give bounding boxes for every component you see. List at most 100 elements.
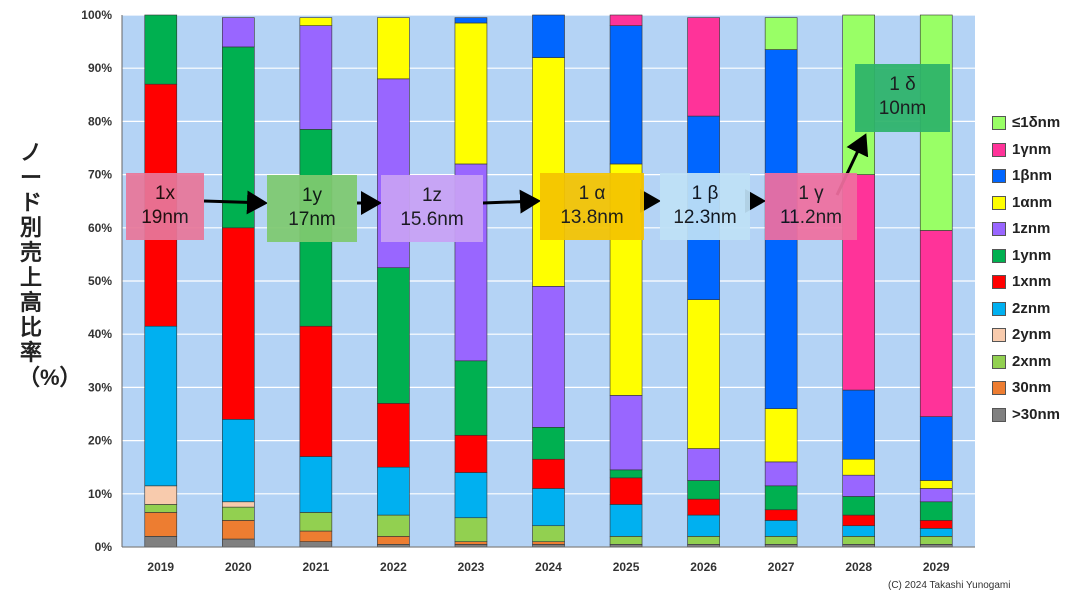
bar-segment (764, 520, 798, 537)
legend-label: 30nm (1012, 379, 1052, 396)
y-tick-label: 30% (88, 380, 112, 394)
bar-segment (377, 536, 410, 545)
node-size: 19nm (141, 207, 189, 228)
bar-segment (609, 477, 643, 505)
bar-segment (144, 485, 178, 505)
bar-segment (144, 504, 178, 513)
bar-segment (454, 517, 488, 542)
bar-segment (919, 480, 953, 489)
legend-label: >30nm (1012, 405, 1060, 423)
bar-segment (144, 536, 178, 548)
bar-segment (532, 541, 565, 545)
bar-segment (764, 408, 798, 463)
bar-segment (842, 496, 875, 516)
y-tick-label: 90% (88, 61, 112, 75)
node-box-1d: 1 δ 10nm (855, 64, 950, 132)
arrow (203, 190, 268, 215)
x-tick-label: 2026 (690, 560, 717, 574)
bar-segment (532, 14, 565, 58)
node-size: 17nm (288, 209, 336, 230)
x-tick-label: 2020 (225, 560, 252, 574)
bar-segment (919, 536, 953, 545)
node-box-1z: 1z 15.6nm (381, 175, 483, 242)
bar-segment (609, 25, 643, 165)
node-label: 1 γ (798, 183, 824, 204)
bar-segment (687, 498, 720, 516)
x-tick-label: 2028 (845, 560, 872, 574)
bar-segment (222, 419, 255, 503)
bar-segment (842, 389, 875, 460)
bar-segment (454, 541, 488, 545)
bar-segment (144, 325, 178, 487)
bar-segment (532, 525, 565, 542)
bar-segment (919, 488, 953, 503)
bar-segment (222, 17, 255, 48)
bar-segment (609, 14, 643, 26)
node-label: 1z (421, 185, 443, 206)
bar-segment (377, 514, 410, 537)
bar-segment (687, 299, 720, 449)
bar-segment (842, 536, 875, 545)
x-tick-label: 2027 (768, 560, 795, 574)
bar-segment (842, 514, 875, 527)
bar-segment (454, 472, 488, 519)
y-axis-label: ノード別売上高比率（%） (18, 140, 82, 390)
node-label: 1y (301, 185, 323, 206)
node-size: 11.2nm (780, 207, 842, 228)
bar-segment (687, 480, 720, 500)
bar-segment (299, 17, 333, 26)
node-size: 15.6nm (400, 209, 464, 230)
bar-segment (299, 325, 333, 457)
bar-segment (842, 525, 875, 537)
bar-segment (764, 461, 798, 487)
bar-segment (222, 506, 255, 521)
legend-swatch (992, 222, 1006, 236)
node-size: 10nm (878, 98, 927, 119)
bar-segment (764, 536, 798, 545)
legend-label: 1ynm (1012, 246, 1052, 264)
legend-label: 1znm (1012, 220, 1051, 237)
x-tick-label: 2021 (303, 560, 330, 574)
legend-label: 2ynm (1012, 326, 1052, 343)
bar-segment (222, 538, 255, 548)
copyright-text: (C) 2024 Takashi Yunogami (888, 580, 1011, 591)
y-tick-label: 0% (95, 540, 113, 554)
bar-segment (532, 488, 565, 527)
bar-segment (919, 520, 953, 529)
bar-segment (377, 267, 410, 404)
node-box-1y: 1y 17nm (267, 175, 357, 242)
legend-swatch (992, 381, 1006, 395)
node-label: 1 δ (889, 74, 916, 95)
bar-segment (687, 536, 720, 545)
bar-segment (222, 520, 255, 540)
bar-segment (299, 541, 333, 548)
node-size: 13.8nm (560, 207, 624, 228)
bar-segment (764, 485, 798, 511)
legend-swatch (992, 354, 1006, 369)
node-label: 1 α (578, 183, 606, 204)
bar-segment (687, 514, 720, 537)
bar-segment (144, 512, 178, 537)
y-tick-label: 80% (88, 114, 112, 128)
legend-label: 2znm (1012, 299, 1051, 317)
bar-segment (609, 536, 643, 545)
bar-segment (454, 360, 488, 436)
bar-segment (454, 434, 488, 473)
bar-segment (842, 458, 875, 476)
bar-segment (222, 227, 255, 420)
x-tick-label: 2025 (613, 560, 640, 574)
bar-segment (532, 458, 565, 489)
x-tick-label: 2029 (923, 560, 950, 574)
legend-swatch (992, 275, 1006, 289)
legend-label: 2xnm (1012, 352, 1052, 370)
bar-segment (609, 469, 643, 479)
bar-segment (144, 14, 178, 85)
legend-swatch (992, 195, 1006, 210)
y-tick-label: 40% (88, 327, 112, 341)
bar-segment (842, 474, 875, 497)
legend-label: 1βnm (1012, 167, 1052, 184)
legend-swatch (992, 301, 1006, 316)
bar-segment (919, 528, 953, 537)
legend-swatch (992, 169, 1006, 183)
bar-segment (609, 504, 643, 537)
